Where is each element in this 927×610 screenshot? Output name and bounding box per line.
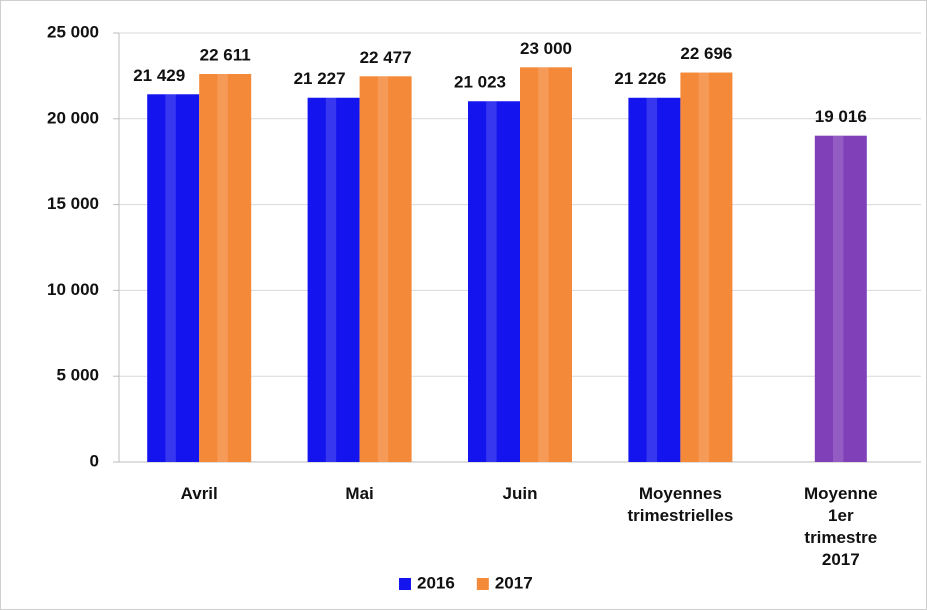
x-tick-label: Moyenne 1er trimestre 2017 <box>803 484 878 569</box>
bar <box>814 135 867 463</box>
x-tick-label: Avril <box>180 484 218 503</box>
legend-label: 2016 <box>417 573 455 592</box>
bar <box>147 94 200 463</box>
bar <box>468 101 520 462</box>
bar-shine <box>377 76 389 462</box>
data-label: 22 696 <box>680 44 732 63</box>
bar-shine <box>538 67 549 462</box>
legend-label: 2017 <box>495 573 533 592</box>
bar <box>520 67 572 462</box>
x-tick-label: Juin <box>502 484 538 503</box>
data-label: 21 429 <box>133 66 185 85</box>
data-label: 23 000 <box>520 39 572 58</box>
y-tick-label: 10 000 <box>47 280 99 299</box>
legend-swatch <box>399 578 411 590</box>
bar-shine <box>833 135 844 463</box>
legend-swatch <box>476 578 489 590</box>
data-label: 21 227 <box>294 69 346 88</box>
y-tick-label: 25 000 <box>47 22 99 41</box>
bar-shine <box>486 101 497 462</box>
bar <box>199 73 252 462</box>
bar <box>359 76 412 462</box>
bar-shine <box>698 72 709 463</box>
data-label: 19 016 <box>815 107 867 126</box>
bar-shine <box>165 94 176 463</box>
bar <box>307 97 360 462</box>
x-tick-label: Mai <box>345 484 374 503</box>
y-tick-label: 15 000 <box>47 194 99 213</box>
bar <box>628 97 681 462</box>
x-tick-label: Moyennes trimestrielles <box>627 484 734 525</box>
bar-shine <box>217 73 228 462</box>
data-label: 22 477 <box>360 48 412 67</box>
data-label: 21 023 <box>454 73 506 92</box>
y-tick-label: 5 000 <box>56 366 99 385</box>
data-label: 22 611 <box>200 45 251 64</box>
y-tick-label: 20 000 <box>47 108 99 127</box>
bar-shine <box>646 97 657 462</box>
y-tick-label: 0 <box>90 451 99 470</box>
bar-shine <box>325 97 337 462</box>
data-label: 21 226 <box>614 69 666 88</box>
bar <box>680 72 733 463</box>
